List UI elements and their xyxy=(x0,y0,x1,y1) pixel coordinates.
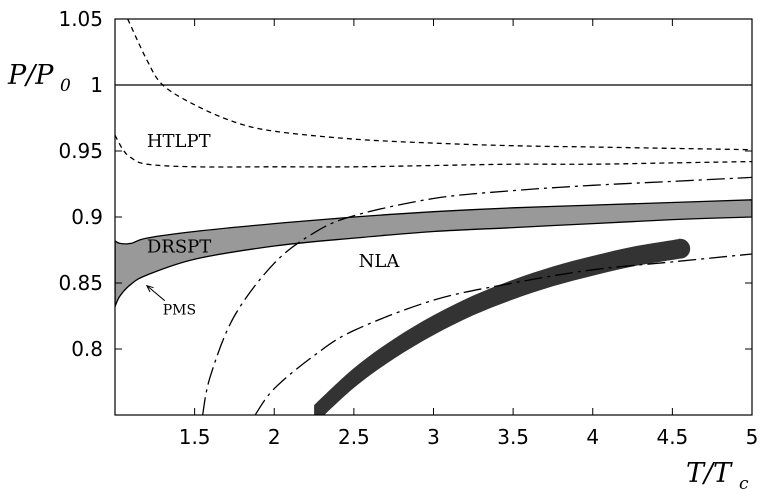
bands-layer xyxy=(115,199,752,415)
pms-arrow-line xyxy=(146,285,166,302)
y-tick-label: 0.9 xyxy=(71,205,103,229)
x-tick-label: 4 xyxy=(586,425,599,449)
htlpt-upper-line xyxy=(127,19,752,151)
annotations-layer: HTLPT DRSPT NLA PMS xyxy=(145,131,401,319)
nla-band xyxy=(314,238,691,415)
svg-text:c: c xyxy=(739,474,749,489)
y-tick-label: 0.95 xyxy=(58,139,103,163)
annotation-htlpt: HTLPT xyxy=(147,131,211,152)
annotation-drspt: DRSPT xyxy=(147,237,211,258)
x-tick-label: 3.5 xyxy=(497,425,529,449)
pms-arrow-head xyxy=(145,284,154,293)
x-tick-label: 2.5 xyxy=(338,425,370,449)
nla-dashdot-2-line xyxy=(254,253,752,415)
svg-text:0: 0 xyxy=(60,76,71,96)
series-layer xyxy=(115,19,752,415)
y-tick-label: 1.05 xyxy=(58,7,103,31)
annotation-pms: PMS xyxy=(163,303,196,319)
y-tick-label: 0.8 xyxy=(71,337,103,361)
y-tick-label: 1 xyxy=(90,73,103,97)
drspt-band xyxy=(115,199,752,308)
x-tick-label: 3 xyxy=(427,425,440,449)
x-axis-title: T/T c xyxy=(686,458,749,489)
x-tick-label: 4.5 xyxy=(656,425,688,449)
x-tick-label: 2 xyxy=(268,425,281,449)
ticks-layer: 1.5 2 2.5 3 3.5 4 4.5 5 0.8 0.85 0.9 0.95 1 1.05 xyxy=(58,7,758,449)
annotation-nla: NLA xyxy=(359,251,401,272)
x-tick-label: 5 xyxy=(746,425,759,449)
svg-text:T/T: T/T xyxy=(686,458,733,489)
svg-text:P/P: P/P xyxy=(7,60,54,91)
x-tick-label: 1.5 xyxy=(179,425,211,449)
nla-dashdot-1-line xyxy=(201,176,752,415)
htlpt-lower-line xyxy=(115,134,752,168)
y-axis-title: P/P 0 xyxy=(7,60,71,96)
y-tick-label: 0.85 xyxy=(58,271,103,295)
